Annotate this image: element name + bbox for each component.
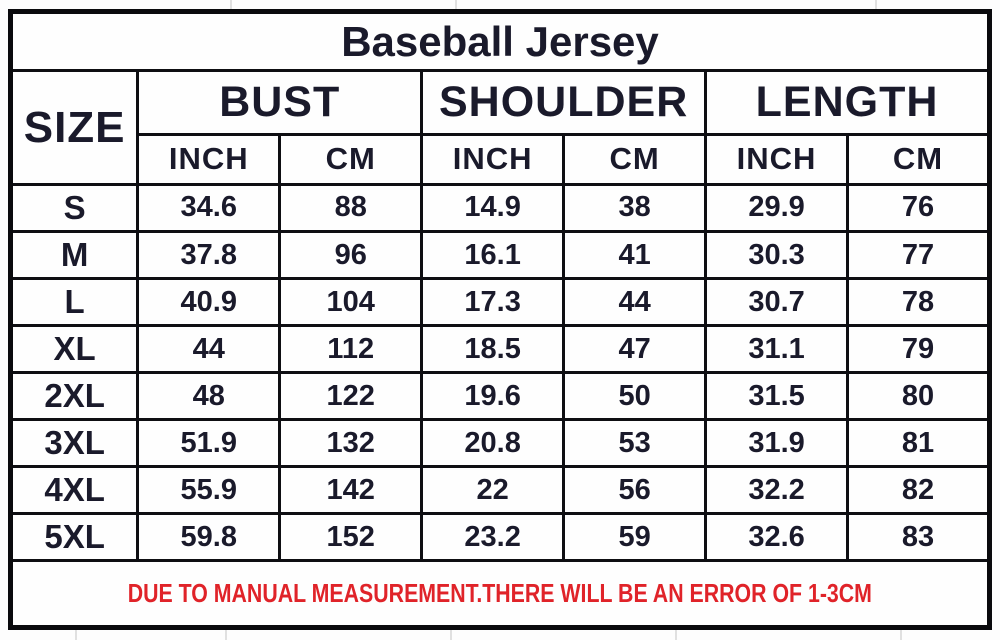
gridline <box>450 630 452 640</box>
data-cell: 59.8 <box>136 512 282 563</box>
data-cell: 79 <box>846 324 991 375</box>
data-cell: 18.5 <box>420 324 566 375</box>
data-cell: 76 <box>846 182 991 233</box>
data-cell: 50 <box>562 371 708 422</box>
data-cell: 31.1 <box>704 324 850 375</box>
data-cell: 38 <box>562 182 708 233</box>
measurement-note: DUE TO MANUAL MEASUREMENT.THERE WILL BE … <box>9 559 991 629</box>
data-cell: 14.9 <box>420 182 566 233</box>
size-label: S <box>8 182 140 233</box>
gridline <box>75 630 77 640</box>
data-cell: 44 <box>562 277 708 328</box>
data-cell: 81 <box>846 418 991 469</box>
data-cell: 80 <box>846 371 991 422</box>
data-cell: 34.6 <box>136 182 282 233</box>
data-cell: 83 <box>846 512 991 563</box>
data-cell: 77 <box>846 229 991 281</box>
header-length-inch: INCH <box>704 132 850 186</box>
gridline <box>455 0 457 9</box>
data-cell: 32.6 <box>704 512 850 563</box>
gridline <box>225 630 227 640</box>
header-length-cm: CM <box>846 132 991 186</box>
data-cell: 122 <box>278 371 424 422</box>
data-cell: 32.2 <box>704 465 850 516</box>
data-cell: 96 <box>278 229 424 281</box>
header-bust-inch: INCH <box>136 132 282 186</box>
data-cell: 55.9 <box>136 465 282 516</box>
chart-title: Baseball Jersey <box>9 9 991 73</box>
data-cell: 41 <box>562 229 708 281</box>
table-row-4xl: 4XL 55.9 142 22 56 32.2 82 <box>8 465 991 516</box>
header-unit-row: INCH CM INCH CM INCH CM <box>11 132 991 186</box>
data-cell: 30.7 <box>704 277 850 328</box>
cropped-row-bottom <box>0 630 1000 640</box>
data-cell: 44 <box>136 324 282 375</box>
cropped-row-top <box>0 0 1000 9</box>
data-cell: 132 <box>278 418 424 469</box>
header-shoulder-inch: INCH <box>420 132 566 186</box>
size-chart-table: Baseball Jersey SIZE BUST SHOULDER LENGT… <box>8 9 992 630</box>
data-cell: 59 <box>562 512 708 563</box>
table-row-m: M 37.8 96 16.1 41 30.3 77 <box>8 229 991 281</box>
data-cell: 47 <box>562 324 708 375</box>
data-cell: 29.9 <box>704 182 850 233</box>
size-label: 4XL <box>8 465 140 516</box>
gridline <box>230 0 232 9</box>
header-group-row: SIZE BUST SHOULDER LENGTH <box>8 69 991 186</box>
data-cell: 20.8 <box>420 418 566 469</box>
data-cell: 142 <box>278 465 424 516</box>
size-label: L <box>8 277 140 328</box>
data-cell: 53 <box>562 418 708 469</box>
data-cell: 48 <box>136 371 282 422</box>
data-cell: 56 <box>562 465 708 516</box>
size-label: 5XL <box>8 512 140 563</box>
header-shoulder-cm: CM <box>562 132 708 186</box>
measurement-note-text: DUE TO MANUAL MEASUREMENT.THERE WILL BE … <box>127 578 873 609</box>
data-cell: 152 <box>278 512 424 563</box>
table-row-s: S 34.6 88 14.9 38 29.9 76 <box>8 182 991 233</box>
size-label: 2XL <box>8 371 140 422</box>
table-row-5xl: 5XL 59.8 152 23.2 59 32.6 83 <box>8 512 991 563</box>
data-cell: 22 <box>420 465 566 516</box>
data-cell: 31.5 <box>704 371 850 422</box>
header-shoulder: SHOULDER <box>420 69 708 136</box>
data-cell: 37.8 <box>136 229 282 281</box>
size-label: M <box>8 229 140 281</box>
header-length: LENGTH <box>704 69 991 136</box>
size-label: 3XL <box>8 418 140 469</box>
data-cell: 17.3 <box>420 277 566 328</box>
note-row: DUE TO MANUAL MEASUREMENT.THERE WILL BE … <box>9 559 991 629</box>
table-row-l: L 40.9 104 17.3 44 30.7 78 <box>8 277 991 328</box>
data-cell: 30.3 <box>704 229 850 281</box>
gridline <box>675 630 677 640</box>
data-cell: 19.6 <box>420 371 566 422</box>
data-cell: 104 <box>278 277 424 328</box>
size-chart: Baseball Jersey SIZE BUST SHOULDER LENGT… <box>8 9 992 630</box>
table-row-2xl: 2XL 48 122 19.6 50 31.5 80 <box>8 371 991 422</box>
gridline <box>900 630 902 640</box>
data-cell: 40.9 <box>136 277 282 328</box>
data-cell: 51.9 <box>136 418 282 469</box>
data-cell: 88 <box>278 182 424 233</box>
header-size: SIZE <box>8 69 140 186</box>
table-row-xl: XL 44 112 18.5 47 31.1 79 <box>8 324 991 375</box>
data-cell: 31.9 <box>704 418 850 469</box>
header-bust: BUST <box>136 69 424 136</box>
gridline <box>875 0 877 9</box>
data-cell: 16.1 <box>420 229 566 281</box>
header-bust-cm: CM <box>278 132 424 186</box>
data-cell: 112 <box>278 324 424 375</box>
data-cell: 78 <box>846 277 991 328</box>
data-cell: 23.2 <box>420 512 566 563</box>
title-row: Baseball Jersey <box>9 9 991 73</box>
size-label: XL <box>8 324 140 375</box>
data-cell: 82 <box>846 465 991 516</box>
table-row-3xl: 3XL 51.9 132 20.8 53 31.9 81 <box>8 418 991 469</box>
